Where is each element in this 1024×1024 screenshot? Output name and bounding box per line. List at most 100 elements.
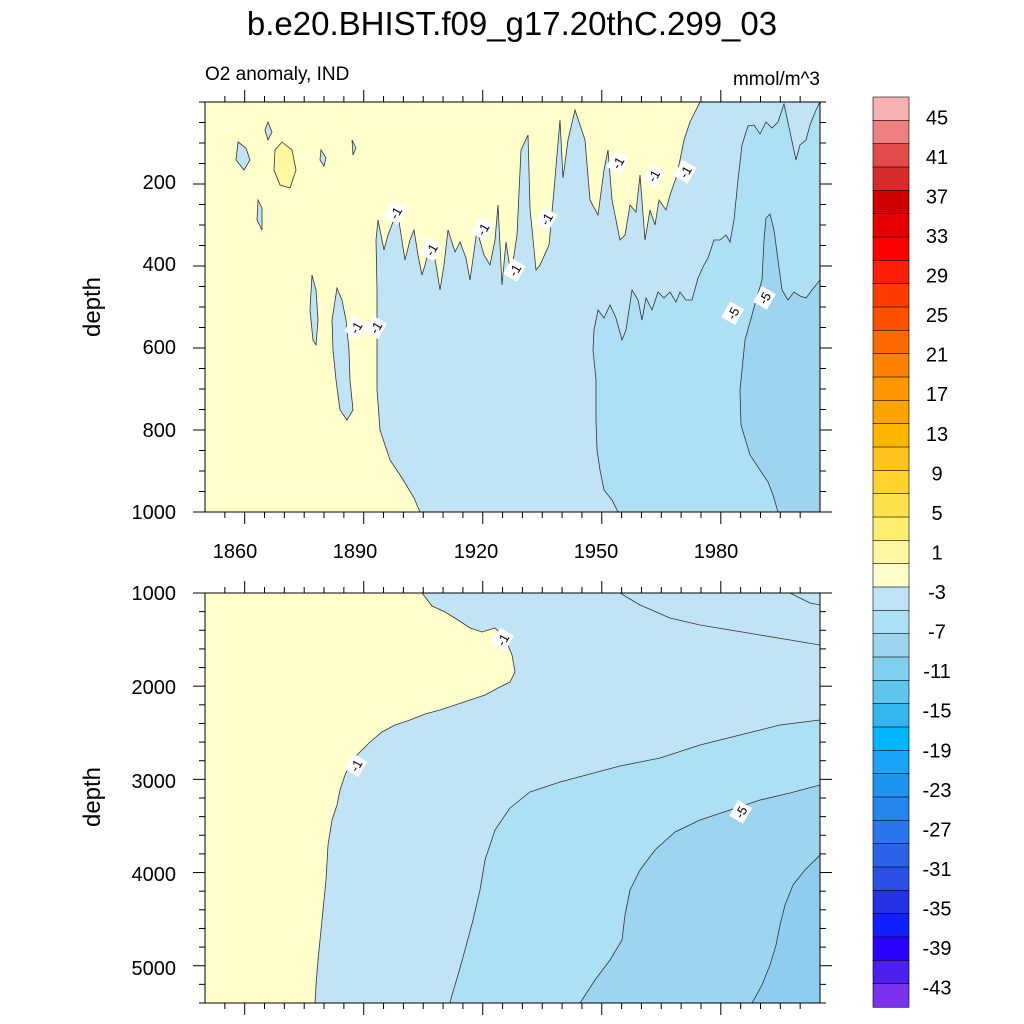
x-tick-label: 1950 [574,541,619,563]
fill-minus1-to-1 [205,102,701,512]
y-tick-label: 3000 [132,771,177,793]
colorbar-label: 13 [926,424,948,446]
contour-label: -1 [364,315,388,340]
fill-blue-inclusion [264,120,273,142]
colorbar-swatch [872,120,910,145]
colorbar-swatch [872,376,910,401]
contour-label: -1 [641,164,665,188]
contour-label-background [471,217,495,241]
colorbar-label: 25 [926,305,948,327]
colorbar-swatch [872,96,910,121]
contour-label-background [491,627,515,652]
fill-blue-inclusion [331,286,354,421]
colorbar-swatch [872,680,910,705]
colorbar-swatch [872,843,910,868]
contour-label-background [753,286,776,310]
colorbar-swatch [872,656,910,681]
contour-label-background [344,753,368,778]
x-tick-label: 1980 [694,541,739,563]
colorbar-swatch [872,563,910,588]
variable-label: O2 anomaly, IND [205,64,349,85]
colorbar-swatch [872,773,910,798]
bottom-axis-ticks [193,581,832,1015]
y-tick-label: 4000 [132,864,177,886]
contour-label-background [534,207,558,231]
colorbar-swatch [872,890,910,915]
contour-label-background [364,315,388,340]
colorbar-label: -11 [923,661,950,683]
colorbar-swatch [872,726,910,751]
colorbar-swatch [872,610,910,635]
chart-title: b.e20.BHIST.f09_g17.20thC.299_03 [247,5,777,42]
colorbar-swatch [872,166,910,191]
contour-label: -1 [673,159,697,184]
contour-label: -1 [606,150,630,175]
colorbar-label: -27 [923,819,952,841]
colorbar-label: 45 [926,107,948,129]
colorbar-swatch [872,866,910,891]
fill-blue-inclusion [351,139,357,156]
colorbar-swatch [872,493,910,518]
colorbar-swatch [872,586,910,611]
fill-minus1-to-1 [205,593,516,1003]
bottom-contour-fills [205,593,820,1003]
y-tick-label: 200 [143,172,176,194]
colorbar-swatch [872,750,910,775]
fill-minus7-to-minus9 [751,854,820,1003]
contour-label-background [606,150,630,175]
top-contour-fills [205,102,820,512]
top-panel: 200 400 600 800 1000 1860 1890 1920 1950… [79,90,832,563]
x-tick-label: 1860 [213,541,258,563]
colorbar-label: -3 [928,582,946,604]
colorbar-swatch [872,983,910,1008]
fill-blue-inclusion [256,198,263,231]
colorbar-swatch [872,283,910,308]
contour-label: -1 [491,627,515,652]
x-tick-labels: 1860 1890 1920 1950 1980 [213,541,739,563]
fill-minus5-to-minus7 [739,213,820,512]
fill-blue-inclusion [319,148,327,167]
colorbar-swatch [872,143,910,168]
y-tick-label: 5000 [132,958,177,980]
y-tick-label: 800 [143,420,176,442]
colorbar: 45 41 37 33 29 25 21 17 13 9 5 1 -3 -7 -11 -15 -19 -23 -27… [872,96,952,1008]
colorbar-swatch [872,703,910,728]
y-tick-label: 2000 [132,677,177,699]
contour-label: -1 [344,753,368,778]
contour-label-background [721,301,745,325]
colorbar-swatch [872,820,910,845]
y-tick-label: 600 [143,337,176,359]
colorbar-swatch [872,330,910,355]
colorbar-swatch [872,960,910,985]
colorbar-swatch [872,423,910,448]
contour-label-background [729,800,753,824]
top-contour-labels: -1 -1-1-1-1-1-1-1-1 -1-5-5 [344,150,776,340]
colorbar-swatch [872,633,910,658]
contour-label: -1 [384,200,407,225]
y-tick-label: 1000 [132,583,177,605]
colorbar-swatch [872,213,910,238]
contour-label: -5 [753,286,776,310]
colorbar-swatch [872,306,910,331]
bottom-y-tick-labels: 1000 2000 3000 4000 5000 [132,583,177,980]
x-tick-label: 1890 [333,541,378,563]
contour-label-background [419,237,443,262]
contour-label-background [344,315,368,340]
colorbar-swatch [872,540,910,565]
colorbar-label: -43 [923,978,952,1000]
contour-line [789,593,820,606]
fill-blue-inclusion [309,274,319,347]
fill-blue-inclusion [235,141,251,171]
colorbar-label: 17 [926,384,948,406]
contour-label: -1 [419,237,443,262]
contour-label-background [641,164,665,188]
contour-label: -5 [729,800,753,824]
colorbar-swatch [872,516,910,541]
colorbar-label: -15 [923,701,952,723]
colorbar-label: 29 [926,266,948,288]
colorbar-swatch [872,400,910,425]
x-tick-label: 1920 [454,541,499,563]
colorbar-label: 5 [931,503,942,525]
colorbar-swatch [872,353,910,378]
